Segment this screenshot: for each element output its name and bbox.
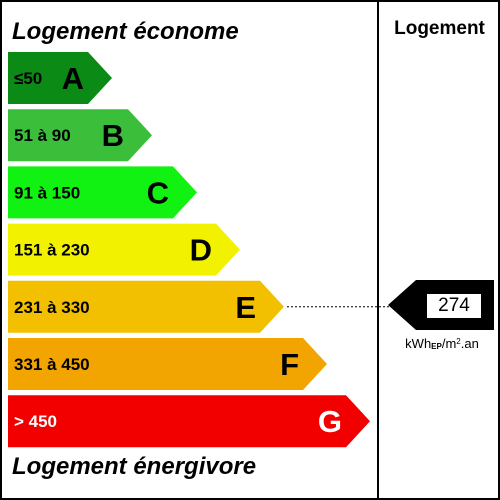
- class-range-label: ≤50: [14, 69, 42, 88]
- column-divider: [377, 0, 379, 500]
- class-bar-shape: [8, 338, 327, 390]
- class-bar-f: 331 à 450 F: [8, 338, 327, 390]
- class-letter: E: [235, 290, 256, 325]
- class-bar-d: 151 à 230 D: [8, 223, 240, 276]
- class-range-label: 151 à 230: [14, 241, 90, 260]
- class-bar-shape: [8, 280, 284, 333]
- class-bar-shape: [8, 223, 240, 276]
- class-bar-g: > 450 G: [8, 395, 370, 448]
- indicator-unit: kWhEP/m2.an: [405, 336, 479, 351]
- title-top: Logement économe: [12, 18, 239, 45]
- class-letter: B: [102, 118, 124, 153]
- class-range-label: 331 à 450: [14, 355, 90, 374]
- class-range-label: > 450: [14, 412, 57, 431]
- class-bar-shape: [8, 52, 112, 104]
- indicator-value: 274: [425, 292, 483, 320]
- column-header: Logement: [394, 18, 485, 39]
- class-bar-e: 231 à 330 E: [8, 280, 284, 333]
- class-bar-b: 51 à 90 B: [8, 109, 152, 162]
- class-bar-c: 91 à 150 C: [8, 166, 197, 219]
- class-range-label: 51 à 90: [14, 126, 71, 145]
- class-letter: D: [190, 233, 212, 268]
- class-letter: G: [318, 404, 342, 439]
- class-bar-a: ≤50 A: [8, 52, 112, 104]
- title-bottom: Logement énergivore: [12, 453, 257, 480]
- class-bar-shape: [8, 166, 197, 219]
- class-letter: A: [62, 61, 84, 96]
- class-bar-shape: [8, 109, 152, 162]
- class-letter: C: [147, 175, 169, 210]
- class-range-label: 231 à 330: [14, 298, 90, 317]
- class-bar-shape: [8, 395, 370, 448]
- class-letter: F: [280, 347, 299, 382]
- class-range-label: 91 à 150: [14, 183, 80, 202]
